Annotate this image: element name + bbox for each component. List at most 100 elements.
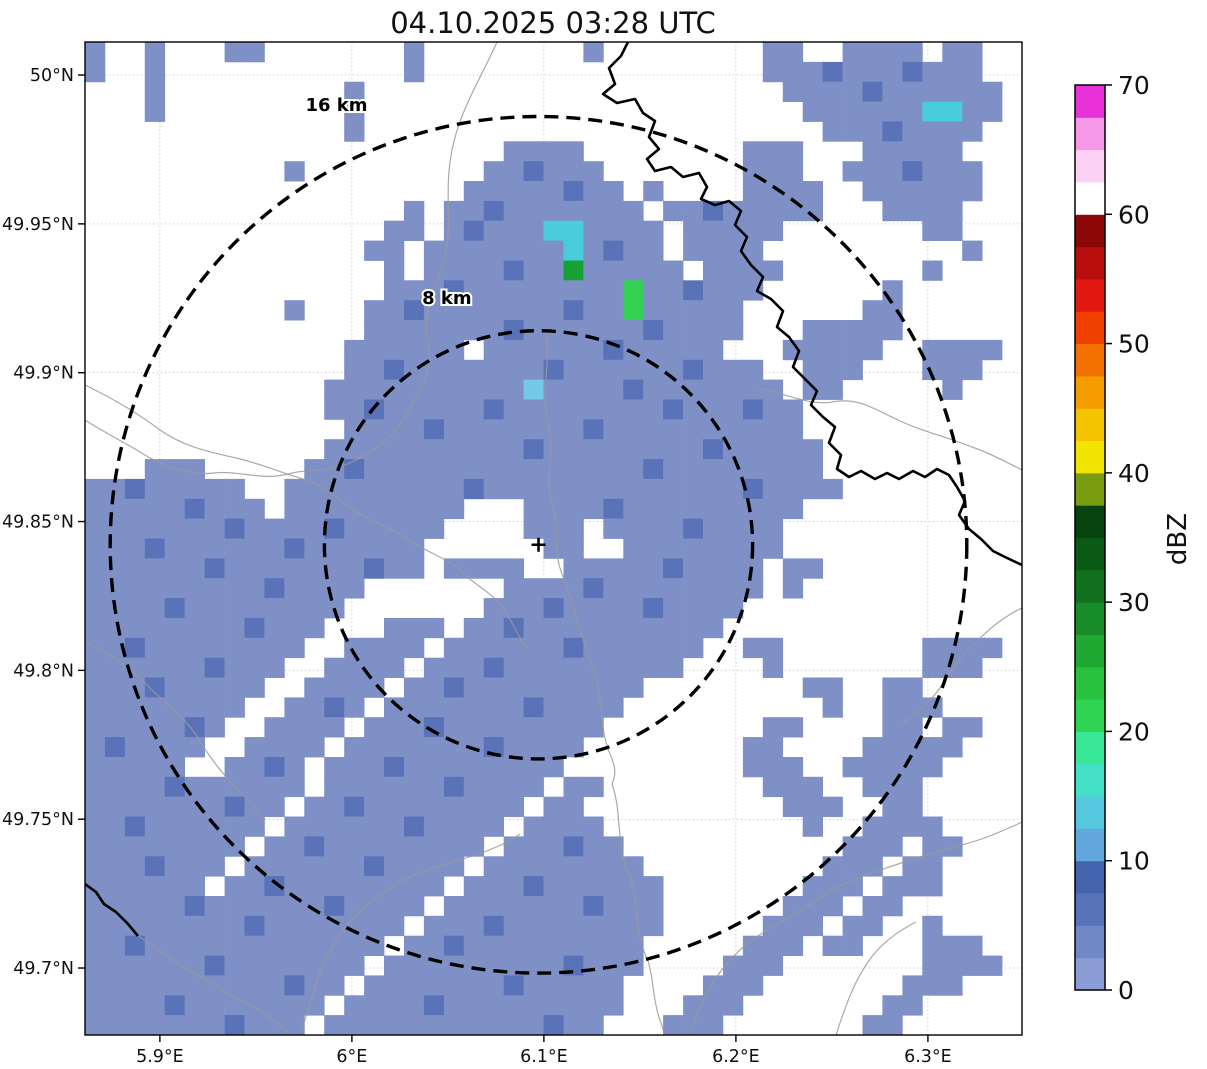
radar-cell bbox=[503, 459, 524, 480]
radar-cell bbox=[503, 637, 524, 659]
radar-cell bbox=[523, 200, 544, 222]
radar-cell bbox=[364, 975, 385, 996]
radar-cell bbox=[284, 816, 305, 837]
radar-cell bbox=[762, 757, 784, 778]
radar-cell bbox=[144, 796, 166, 817]
radar-cell bbox=[184, 856, 205, 877]
radar-cell bbox=[384, 737, 405, 758]
radar-cell bbox=[922, 975, 943, 996]
radar-cell bbox=[623, 478, 644, 500]
radar-cell bbox=[85, 518, 106, 539]
radar-cell bbox=[443, 796, 465, 817]
radar-cell bbox=[284, 300, 305, 321]
radar-cell bbox=[503, 300, 524, 321]
radar-cell bbox=[563, 141, 584, 162]
radar-cell bbox=[144, 975, 166, 996]
radar-cell bbox=[762, 776, 784, 798]
radar-cell bbox=[304, 896, 325, 917]
radar-cell bbox=[862, 856, 883, 877]
colorbar-segment bbox=[1075, 763, 1105, 797]
radar-cell bbox=[703, 538, 724, 559]
radar-cell bbox=[483, 280, 504, 301]
radar-cell bbox=[244, 896, 265, 917]
radar-cell bbox=[942, 141, 963, 162]
radar-cell bbox=[503, 379, 524, 400]
radar-cell bbox=[124, 935, 146, 956]
radar-cell bbox=[862, 121, 883, 142]
radar-cell bbox=[204, 657, 225, 678]
radar-cell bbox=[344, 399, 365, 420]
radar-cell bbox=[204, 896, 225, 917]
colorbar-segment bbox=[1075, 408, 1105, 442]
radar-cell bbox=[962, 637, 983, 659]
radar-cell bbox=[782, 558, 804, 579]
radar-cell bbox=[423, 876, 445, 897]
radar-cell bbox=[284, 578, 305, 599]
radar-cell bbox=[523, 637, 544, 659]
radar-cell bbox=[663, 439, 684, 460]
radar-cell bbox=[443, 260, 465, 281]
radar-cell bbox=[423, 459, 445, 480]
radar-cell bbox=[663, 200, 684, 222]
radar-cell bbox=[503, 677, 524, 698]
radar-cell bbox=[404, 816, 425, 837]
radar-cell bbox=[244, 776, 265, 798]
radar-cell bbox=[603, 359, 624, 381]
radar-cell bbox=[583, 200, 604, 222]
radar-cell bbox=[503, 339, 524, 361]
radar-cell bbox=[543, 657, 564, 678]
radar-cell bbox=[204, 677, 225, 698]
radar-cell bbox=[503, 757, 524, 778]
radar-cell bbox=[463, 439, 485, 460]
radar-cell bbox=[982, 81, 1003, 102]
radar-cell bbox=[563, 200, 584, 222]
radar-cell bbox=[384, 856, 405, 877]
radar-cell bbox=[324, 796, 345, 817]
radar-cell bbox=[802, 101, 823, 122]
radar-cell bbox=[603, 439, 624, 460]
radar-cell bbox=[543, 359, 564, 381]
radar-cell bbox=[782, 935, 804, 956]
radar-cell bbox=[703, 617, 724, 639]
radar-cell bbox=[463, 637, 485, 659]
radar-cell bbox=[104, 757, 126, 778]
radar-cell bbox=[762, 459, 784, 480]
radar-cell bbox=[583, 995, 604, 1016]
radar-cell bbox=[643, 478, 664, 500]
radar-cell bbox=[643, 896, 664, 917]
radar-cell bbox=[404, 856, 425, 877]
radar-cell bbox=[124, 796, 146, 817]
radar-cell bbox=[723, 220, 744, 241]
radar-cell bbox=[583, 1015, 604, 1036]
radar-cell bbox=[443, 657, 465, 678]
radar-cell bbox=[503, 856, 524, 877]
radar-cell bbox=[523, 141, 544, 162]
radar-cell bbox=[762, 637, 784, 659]
radar-cell bbox=[423, 975, 445, 996]
radar-cell bbox=[543, 419, 564, 440]
radar-cell bbox=[483, 697, 504, 718]
radar-cell bbox=[85, 637, 106, 659]
radar-cell bbox=[922, 737, 943, 758]
radar-cell bbox=[663, 657, 684, 678]
radar-cell bbox=[523, 300, 544, 321]
radar-cell bbox=[404, 757, 425, 778]
radar-cell bbox=[364, 419, 385, 440]
radar-cell bbox=[563, 518, 584, 539]
radar-cell bbox=[922, 181, 943, 202]
radar-cell bbox=[483, 975, 504, 996]
colorbar-segment bbox=[1075, 440, 1105, 474]
radar-cell bbox=[962, 935, 983, 956]
radar-cell bbox=[404, 975, 425, 996]
radar-cell bbox=[922, 359, 943, 381]
radar-cell bbox=[842, 836, 863, 857]
radar-cell bbox=[224, 657, 245, 678]
radar-cell bbox=[762, 717, 784, 738]
radar-cell bbox=[483, 915, 504, 937]
radar-cell bbox=[703, 200, 724, 222]
radar-cell bbox=[862, 896, 883, 917]
radar-cell bbox=[324, 896, 345, 917]
radar-cell bbox=[404, 637, 425, 659]
radar-cell bbox=[304, 598, 325, 619]
radar-cell bbox=[723, 558, 744, 579]
